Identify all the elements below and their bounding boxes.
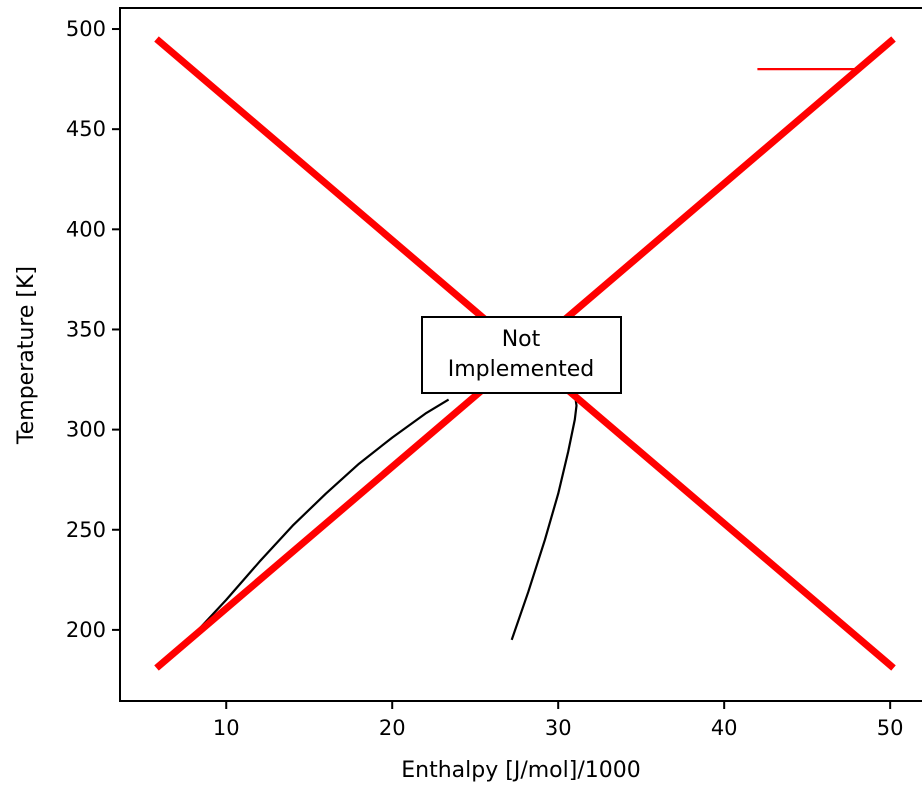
y-tick-label: 250 (66, 518, 106, 542)
y-tick-label: 450 (66, 117, 106, 141)
x-axis-label: Enthalpy [J/mol]/1000 (401, 758, 640, 783)
annotation-line-1: Not (502, 327, 541, 352)
y-tick-label: 350 (66, 317, 106, 341)
series-line-black-curve-left (195, 398, 450, 633)
y-tick-label: 400 (66, 217, 106, 241)
y-tick-label: 300 (66, 418, 106, 442)
y-axis-ticks: 200 250 300 350 400 450 500 (66, 17, 120, 642)
x-tick-label: 20 (379, 716, 406, 740)
y-tick-label: 200 (66, 618, 106, 642)
plot-frame (119, 7, 922, 702)
y-axis-label: Temperature [K] (14, 266, 39, 445)
x-tick-label: 50 (877, 716, 904, 740)
x-tick-label: 40 (711, 716, 738, 740)
annotation-box (421, 316, 622, 394)
x-axis-ticks: 10 20 30 40 50 (213, 701, 904, 740)
not-implemented-annotation: Not Implemented (421, 316, 622, 394)
annotation-line-2: Implemented (448, 357, 595, 382)
x-tick-label: 30 (545, 716, 572, 740)
y-tick-label: 500 (66, 17, 106, 41)
x-tick-label: 10 (213, 716, 240, 740)
